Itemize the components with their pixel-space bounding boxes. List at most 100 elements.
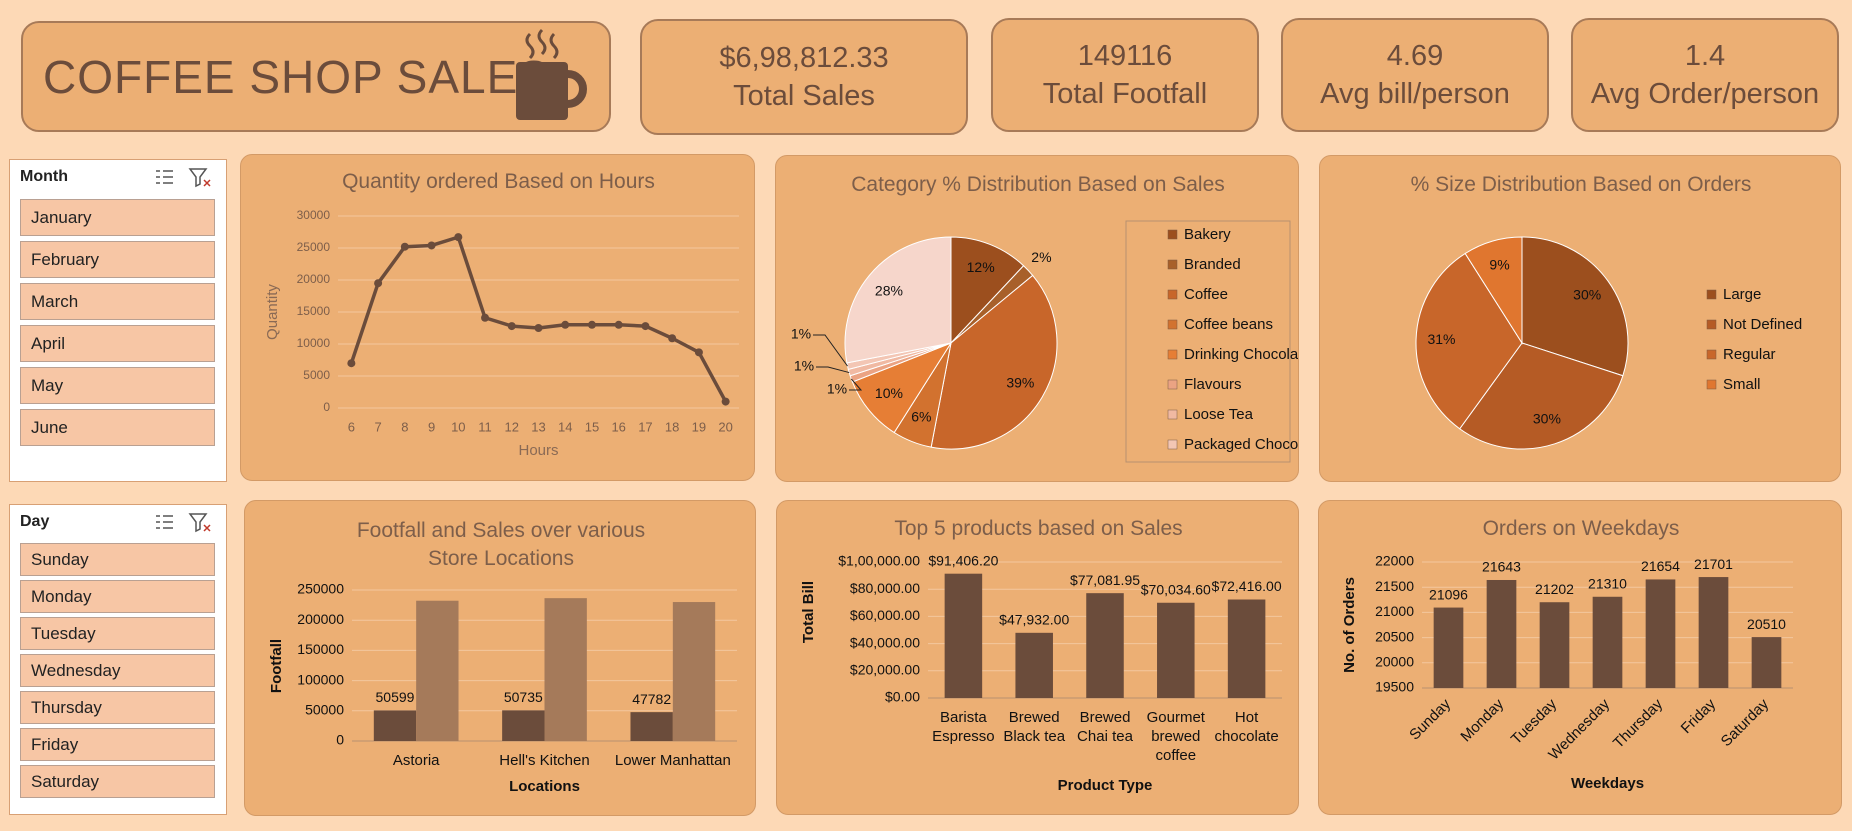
- x-tick-label: Hell's Kitchen: [499, 752, 589, 769]
- y-tick-label: 250000: [297, 581, 344, 597]
- chart-title: Orders on Weekdays: [1482, 517, 1680, 540]
- slicer-item[interactable]: January: [20, 199, 215, 236]
- x-axis-title: Weekdays: [1571, 775, 1644, 792]
- chart: 19500 20000 20500 21000 21500 22000 Weekdays No…: [1341, 553, 1793, 792]
- x-tick-label: 11: [478, 419, 492, 434]
- bar: [502, 710, 545, 741]
- y-tick-label: $80,000.00: [850, 580, 920, 596]
- y-tick-label: $20,000.00: [850, 662, 920, 678]
- data-label: $72,416.00: [1212, 578, 1282, 594]
- x-tick-label: 10: [451, 419, 465, 434]
- y-tick-label: $0.00: [885, 689, 920, 705]
- slicer-icons: [156, 513, 211, 533]
- y-tick-label: 10000: [297, 336, 331, 350]
- y-tick-label: 0: [336, 732, 344, 748]
- kpi-label: Total Footfall: [1042, 78, 1208, 110]
- bar: [1592, 596, 1623, 688]
- line-point: [427, 241, 436, 250]
- y-tick-label: 0: [323, 400, 330, 414]
- legend-swatch: [1706, 319, 1717, 330]
- legend-label: Not Defined: [1723, 316, 1802, 333]
- legend-swatch: [1167, 349, 1178, 360]
- pie-slice: [930, 274, 1058, 450]
- y-tick-label: 20500: [1375, 628, 1414, 644]
- slicer-item[interactable]: February: [20, 241, 215, 278]
- x-tick-label: Monday: [1457, 695, 1507, 745]
- legend-swatch: [1706, 349, 1717, 360]
- y-tick-label: 200000: [297, 611, 344, 627]
- x-tick-label: Brewed Black tea: [1003, 709, 1066, 745]
- legend-label: Small: [1723, 376, 1761, 393]
- pie-label: 9%: [1489, 256, 1509, 272]
- slicer-item[interactable]: Friday: [20, 728, 215, 761]
- y-tick-label: 25000: [297, 240, 331, 254]
- slicer-item[interactable]: Thursday: [20, 691, 215, 724]
- x-tick-label: 12: [505, 419, 519, 434]
- legend-label: Flavours: [1184, 376, 1242, 393]
- pie-label: 31%: [1427, 331, 1455, 347]
- legend-label: Branded: [1184, 256, 1241, 273]
- slicer-item[interactable]: Monday: [20, 580, 215, 613]
- line-point: [347, 359, 356, 368]
- x-axis-title: Hours: [518, 442, 558, 459]
- pie-label: 39%: [1006, 375, 1034, 391]
- y-tick-label: $40,000.00: [850, 634, 920, 650]
- pie-label: 30%: [1573, 286, 1601, 302]
- chart: 12% 2% 39% 6% 10% 1% 1% 1% 28% Bakery Branded Coffe…: [791, 220, 1298, 463]
- y-tick-label: $60,000.00: [850, 607, 920, 623]
- chart-title: Footfall and Sales over various Store Lo…: [356, 519, 646, 570]
- x-tick-label: Thursday: [1610, 695, 1667, 752]
- legend-swatch: [1167, 379, 1178, 390]
- line-point: [454, 233, 463, 242]
- slicer-item[interactable]: March: [20, 283, 215, 320]
- pie-label: 12%: [967, 259, 995, 275]
- y-tick-label: $1,00,000.00: [838, 553, 920, 569]
- kpi-card: $6,98,812.33 Total Sales: [640, 19, 968, 135]
- slicer: Day Sunday Monday Tuesday Wednesday Thursday F…: [9, 504, 227, 815]
- slicer-item[interactable]: June: [20, 409, 215, 446]
- chart-panel: 12% 2% 39% 6% 10% 1% 1% 1% 28% Bakery Branded Coffe…: [775, 155, 1299, 482]
- legend-swatch: [1167, 259, 1178, 270]
- legend-label: Large: [1723, 286, 1761, 303]
- chart-title: Top 5 products based on Sales: [894, 517, 1183, 540]
- pie-label: 1%: [791, 326, 811, 342]
- slicer-icons: [156, 168, 211, 188]
- leader-line: [816, 366, 850, 374]
- line-series: [349, 235, 728, 403]
- x-tick-label: 13: [531, 419, 545, 434]
- bar: [1539, 602, 1570, 688]
- data-label: 47782: [632, 691, 671, 707]
- x-tick-label: Sunday: [1406, 695, 1454, 743]
- bar: [1157, 602, 1195, 698]
- x-tick-label: Gourmet brewed coffee: [1146, 709, 1205, 764]
- legend-label: Drinking Chocolate: [1184, 346, 1298, 363]
- bar: [944, 573, 983, 698]
- data-label: 21096: [1429, 586, 1468, 602]
- slicer-item[interactable]: April: [20, 325, 215, 362]
- y-axis-title: Total Bill: [800, 581, 817, 643]
- data-label: 21202: [1535, 581, 1574, 597]
- chart: 30% 30% 31% 9% Large Not Defined Regular Small: [1415, 236, 1802, 450]
- line-point: [481, 313, 490, 322]
- kpi-value: 4.69: [1386, 40, 1444, 72]
- legend-swatch: [1167, 229, 1178, 240]
- y-tick-label: 5000: [303, 368, 330, 382]
- slicer-item[interactable]: Tuesday: [20, 617, 215, 650]
- legend-label: Regular: [1723, 346, 1776, 363]
- slicer-item[interactable]: May: [20, 367, 215, 404]
- x-axis-title: Locations: [509, 778, 580, 795]
- x-tick-label: 16: [611, 419, 625, 434]
- x-tick-label: 14: [558, 419, 572, 434]
- kpi-value: 149116: [1077, 40, 1173, 72]
- header-title: COFFEE SHOP SALES: [43, 50, 550, 103]
- line-point: [400, 242, 409, 251]
- slicer-item[interactable]: Saturday: [20, 765, 215, 798]
- x-axis-title: Product Type: [1058, 777, 1153, 794]
- pie-slice: [1415, 252, 1523, 430]
- data-label: 21310: [1588, 575, 1627, 591]
- y-tick-label: 19500: [1375, 679, 1414, 695]
- slicer-item[interactable]: Wednesday: [20, 654, 215, 687]
- slicer-item[interactable]: Sunday: [20, 543, 215, 576]
- slicer: Month January February March April May June: [9, 159, 227, 482]
- y-axis-title: No. of Orders: [1341, 577, 1358, 673]
